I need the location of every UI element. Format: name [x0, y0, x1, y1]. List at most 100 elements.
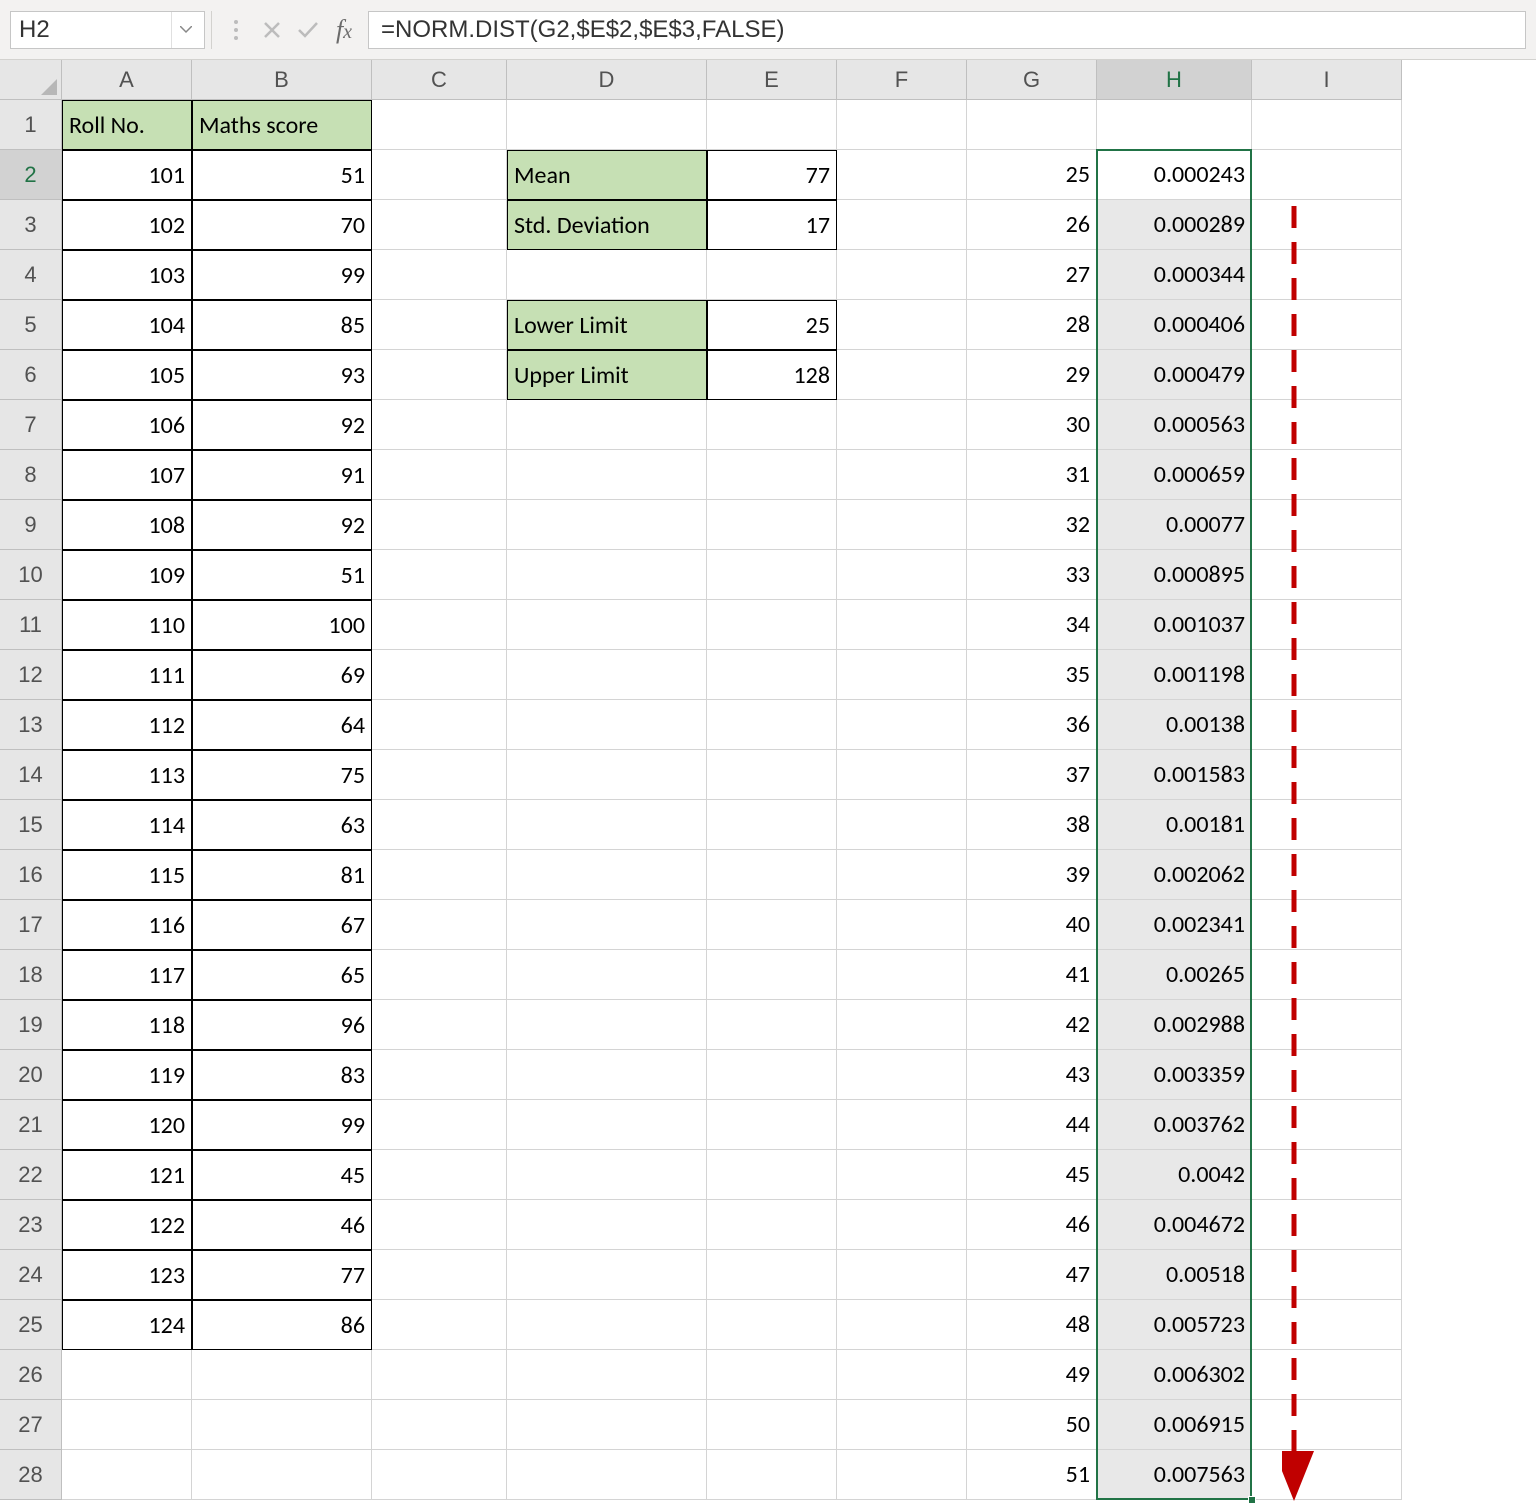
name-box-dropdown[interactable] [171, 12, 199, 48]
cell-H22[interactable]: 0.0042 [1097, 1150, 1252, 1200]
cell-D23[interactable] [507, 1200, 707, 1250]
cell-I10[interactable] [1252, 550, 1402, 600]
cell-B22[interactable]: 45 [192, 1150, 372, 1200]
cell-C4[interactable] [372, 250, 507, 300]
cell-G1[interactable] [967, 100, 1097, 150]
cell-C14[interactable] [372, 750, 507, 800]
cell-F24[interactable] [837, 1250, 967, 1300]
cell-E18[interactable] [707, 950, 837, 1000]
cell-A27[interactable] [62, 1400, 192, 1450]
row-header-13[interactable]: 13 [0, 700, 62, 750]
cell-G18[interactable]: 41 [967, 950, 1097, 1000]
cell-A21[interactable]: 120 [62, 1100, 192, 1150]
row-header-17[interactable]: 17 [0, 900, 62, 950]
row-header-12[interactable]: 12 [0, 650, 62, 700]
cell-G13[interactable]: 36 [967, 700, 1097, 750]
cell-B21[interactable]: 99 [192, 1100, 372, 1150]
cell-H13[interactable]: 0.00138 [1097, 700, 1252, 750]
cell-G3[interactable]: 26 [967, 200, 1097, 250]
cell-E8[interactable] [707, 450, 837, 500]
row-header-6[interactable]: 6 [0, 350, 62, 400]
row-header-4[interactable]: 4 [0, 250, 62, 300]
enter-button[interactable] [290, 11, 326, 49]
cell-D3[interactable]: Std. Deviation [507, 200, 707, 250]
cell-D1[interactable] [507, 100, 707, 150]
cell-C9[interactable] [372, 500, 507, 550]
cell-C12[interactable] [372, 650, 507, 700]
cell-H16[interactable]: 0.002062 [1097, 850, 1252, 900]
cell-G4[interactable]: 27 [967, 250, 1097, 300]
cell-F20[interactable] [837, 1050, 967, 1100]
cell-C17[interactable] [372, 900, 507, 950]
cell-C19[interactable] [372, 1000, 507, 1050]
cell-I7[interactable] [1252, 400, 1402, 450]
cell-H9[interactable]: 0.00077 [1097, 500, 1252, 550]
cell-C18[interactable] [372, 950, 507, 1000]
cell-H2[interactable]: 0.000243 [1097, 150, 1252, 200]
cell-G6[interactable]: 29 [967, 350, 1097, 400]
cell-H19[interactable]: 0.002988 [1097, 1000, 1252, 1050]
cell-A14[interactable]: 113 [62, 750, 192, 800]
cell-H3[interactable]: 0.000289 [1097, 200, 1252, 250]
cell-E4[interactable] [707, 250, 837, 300]
formula-input[interactable] [379, 15, 1515, 45]
cell-C7[interactable] [372, 400, 507, 450]
cell-E3[interactable]: 17 [707, 200, 837, 250]
cell-F26[interactable] [837, 1350, 967, 1400]
cell-B11[interactable]: 100 [192, 600, 372, 650]
cell-B3[interactable]: 70 [192, 200, 372, 250]
cell-D25[interactable] [507, 1300, 707, 1350]
cell-B2[interactable]: 51 [192, 150, 372, 200]
cell-D27[interactable] [507, 1400, 707, 1450]
cell-C21[interactable] [372, 1100, 507, 1150]
cell-G22[interactable]: 45 [967, 1150, 1097, 1200]
cell-C11[interactable] [372, 600, 507, 650]
cell-I6[interactable] [1252, 350, 1402, 400]
cell-I14[interactable] [1252, 750, 1402, 800]
cell-C28[interactable] [372, 1450, 507, 1500]
cell-D28[interactable] [507, 1450, 707, 1500]
cell-E2[interactable]: 77 [707, 150, 837, 200]
fb-menu-button[interactable] [218, 11, 254, 49]
cell-D8[interactable] [507, 450, 707, 500]
row-header-10[interactable]: 10 [0, 550, 62, 600]
cell-E21[interactable] [707, 1100, 837, 1150]
col-header-E[interactable]: E [707, 60, 837, 100]
cell-I11[interactable] [1252, 600, 1402, 650]
cell-E24[interactable] [707, 1250, 837, 1300]
cell-D4[interactable] [507, 250, 707, 300]
cell-I20[interactable] [1252, 1050, 1402, 1100]
cell-I4[interactable] [1252, 250, 1402, 300]
cell-E14[interactable] [707, 750, 837, 800]
cell-H28[interactable]: 0.007563 [1097, 1450, 1252, 1500]
cell-F9[interactable] [837, 500, 967, 550]
cell-F18[interactable] [837, 950, 967, 1000]
cell-C3[interactable] [372, 200, 507, 250]
cell-D12[interactable] [507, 650, 707, 700]
cell-A11[interactable]: 110 [62, 600, 192, 650]
cell-A2[interactable]: 101 [62, 150, 192, 200]
row-header-27[interactable]: 27 [0, 1400, 62, 1450]
cell-G25[interactable]: 48 [967, 1300, 1097, 1350]
cell-E9[interactable] [707, 500, 837, 550]
cell-E28[interactable] [707, 1450, 837, 1500]
cell-F27[interactable] [837, 1400, 967, 1450]
cell-D13[interactable] [507, 700, 707, 750]
cell-A13[interactable]: 112 [62, 700, 192, 750]
cell-B1[interactable]: Maths score [192, 100, 372, 150]
cell-G24[interactable]: 47 [967, 1250, 1097, 1300]
cell-F10[interactable] [837, 550, 967, 600]
row-header-3[interactable]: 3 [0, 200, 62, 250]
cell-H14[interactable]: 0.001583 [1097, 750, 1252, 800]
cell-B25[interactable]: 86 [192, 1300, 372, 1350]
cell-E10[interactable] [707, 550, 837, 600]
cell-D6[interactable]: Upper Limit [507, 350, 707, 400]
cell-B5[interactable]: 85 [192, 300, 372, 350]
cell-I3[interactable] [1252, 200, 1402, 250]
cell-B28[interactable] [192, 1450, 372, 1500]
cell-D7[interactable] [507, 400, 707, 450]
cell-D18[interactable] [507, 950, 707, 1000]
row-header-24[interactable]: 24 [0, 1250, 62, 1300]
row-header-20[interactable]: 20 [0, 1050, 62, 1100]
cell-A24[interactable]: 123 [62, 1250, 192, 1300]
